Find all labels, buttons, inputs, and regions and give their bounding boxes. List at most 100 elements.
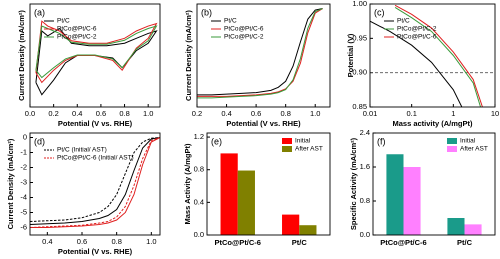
plot-frame [206,132,331,236]
line-series [197,8,323,96]
legend-swatch [447,138,457,144]
x-tick-label: 0.6 [77,237,87,246]
panel-label: (e) [211,136,222,146]
y-tick-label: 1.2 [194,132,204,141]
line-series [35,25,158,79]
legend-label: Pt/C [397,18,410,25]
y-axis-label: Current Density (mA/cm²) [6,138,15,229]
panel: 0.85 0.90 0.95 1.00 0.01 0.1 1 10 (c) Mass activi… [346,0,499,128]
legend-label: PtCo@Pt/C-6 [224,26,264,33]
y-tick-label: 0 [23,132,27,141]
y-tick-label: 0.4 [194,197,204,206]
x-tick-label: 0.6 [96,109,106,118]
panel-label: (f) [377,136,386,146]
x-tick-label: 1.0 [146,237,156,246]
y-tick-label: 1.00 [352,0,367,8]
legend-swatch [282,138,292,144]
legend-label: Pt/C [224,18,237,25]
line-series [394,4,483,107]
legend-label: PtCo@Pt/C-6 (Initial/ AST) [57,155,134,162]
y-axis-label: Mass Activity (A/mgPt) [183,143,192,224]
bar [447,218,465,235]
panel: 0.0 0.4 0.8 1.2 PtCo@Pt/C-6 Pt/C (e) Mass Activ… [183,132,331,247]
legend-label: PtCo@Pt/C-6 [57,26,97,33]
y-tick-label: 0.8 [194,165,204,174]
y-tick-label: -6 [20,222,27,231]
y-axis-label: Current Density (mA/cm²) [17,10,26,101]
plot-frame [196,3,331,108]
line-series [197,8,323,97]
panel-label: (c) [374,7,385,17]
legend-label: PtCo@Pt/C-2 [397,26,437,33]
panel: -6 -5 -4 -3 -2 -1 0 0.4 0.6 0.8 1.0 (d) Potential (V… [6,132,161,256]
legend-label: Pt/C [57,18,70,25]
x-tick-label: 0.8 [111,237,121,246]
x-tick-label: 0.4 [42,237,52,246]
legend-label: PtCo@Pt/C-2 [57,34,97,41]
y-tick-label: -1 [20,147,27,156]
line-series [370,20,463,107]
x-tick-label: 0.0 [25,109,35,118]
bar [386,154,404,235]
line-series [394,7,482,107]
legend-label: After AST [460,146,488,153]
plot-frame [372,132,496,236]
panel: 0.2 0.4 0.6 0.8 1.0 (b) Potential (V vs. RHE) C… [184,3,331,128]
y-axis-label: Specific Activity (mA/cm²) [349,137,358,230]
panel: 0.0 0.2 0.4 0.6 0.8 1.0 (a) Potential (V vs. RH… [17,3,161,128]
x-axis-label: Potential (V vs. RHE) [226,119,301,128]
x-axis-label: Potential (V vs. RHE) [58,119,133,128]
y-tick-label: 0.90 [352,68,367,77]
line-series [30,137,160,228]
line-series [30,137,160,225]
legend-label: Initial [460,138,476,145]
y-tick-label: 0.85 [352,102,367,111]
x-tick-label: 10 [491,109,499,118]
legend-swatch [282,146,292,152]
legend-label: After AST [295,146,323,153]
legend-swatch [447,146,457,152]
x-tick-label: 1.0 [143,109,153,118]
y-tick-label: 0.0 [360,230,370,239]
y-tick-label: 0.95 [352,33,367,42]
line-series [35,20,158,84]
bar [220,153,238,235]
bar [299,225,317,235]
x-tick-label: Pt/C [292,238,308,247]
legend-label: Initial [295,138,311,145]
line-series [30,137,160,228]
x-tick-label: 0.8 [280,109,290,118]
x-tick-label: 0.1 [406,109,416,118]
legend-label: PtCo@Pt/C-6 [397,34,437,41]
bar [464,224,482,235]
line-series [197,8,323,99]
panel-label: (d) [34,136,45,146]
bar [237,170,255,235]
x-tick-label: 0.6 [251,109,261,118]
y-axis-label: Current Density (mA/cm²) [184,10,193,101]
bar [282,214,300,235]
plot-frame [29,3,161,108]
y-tick-label: -2 [20,162,27,171]
y-axis-label: Potential (V) [346,33,355,77]
legend-label: Pt/C (Initial/ AST) [57,147,107,154]
y-tick-label: 2.4 [360,128,370,137]
y-tick-label: 0.8 [360,196,370,205]
x-tick-label: 0.8 [119,109,129,118]
y-tick-label: 1.6 [360,162,370,171]
panel-label: (b) [201,7,212,17]
x-axis-label: Potential (V vs. RHE) [58,247,133,256]
x-tick-label: PtCo@Pt/C-6 [380,238,426,247]
x-tick-label: 0.4 [72,109,82,118]
bar [403,167,421,235]
x-axis-label: Mass activity (A/mgPt) [392,119,473,128]
y-tick-label: 0.0 [194,230,204,239]
x-tick-label: 1.0 [310,109,320,118]
x-tick-label: Pt/C [457,238,473,247]
x-tick-label: 0.01 [363,109,378,118]
x-tick-label: 0.2 [192,109,202,118]
panel-label: (a) [34,7,45,17]
x-tick-label: 0.2 [48,109,58,118]
x-tick-label: PtCo@Pt/C-6 [215,238,261,247]
y-tick-label: -4 [20,192,27,201]
